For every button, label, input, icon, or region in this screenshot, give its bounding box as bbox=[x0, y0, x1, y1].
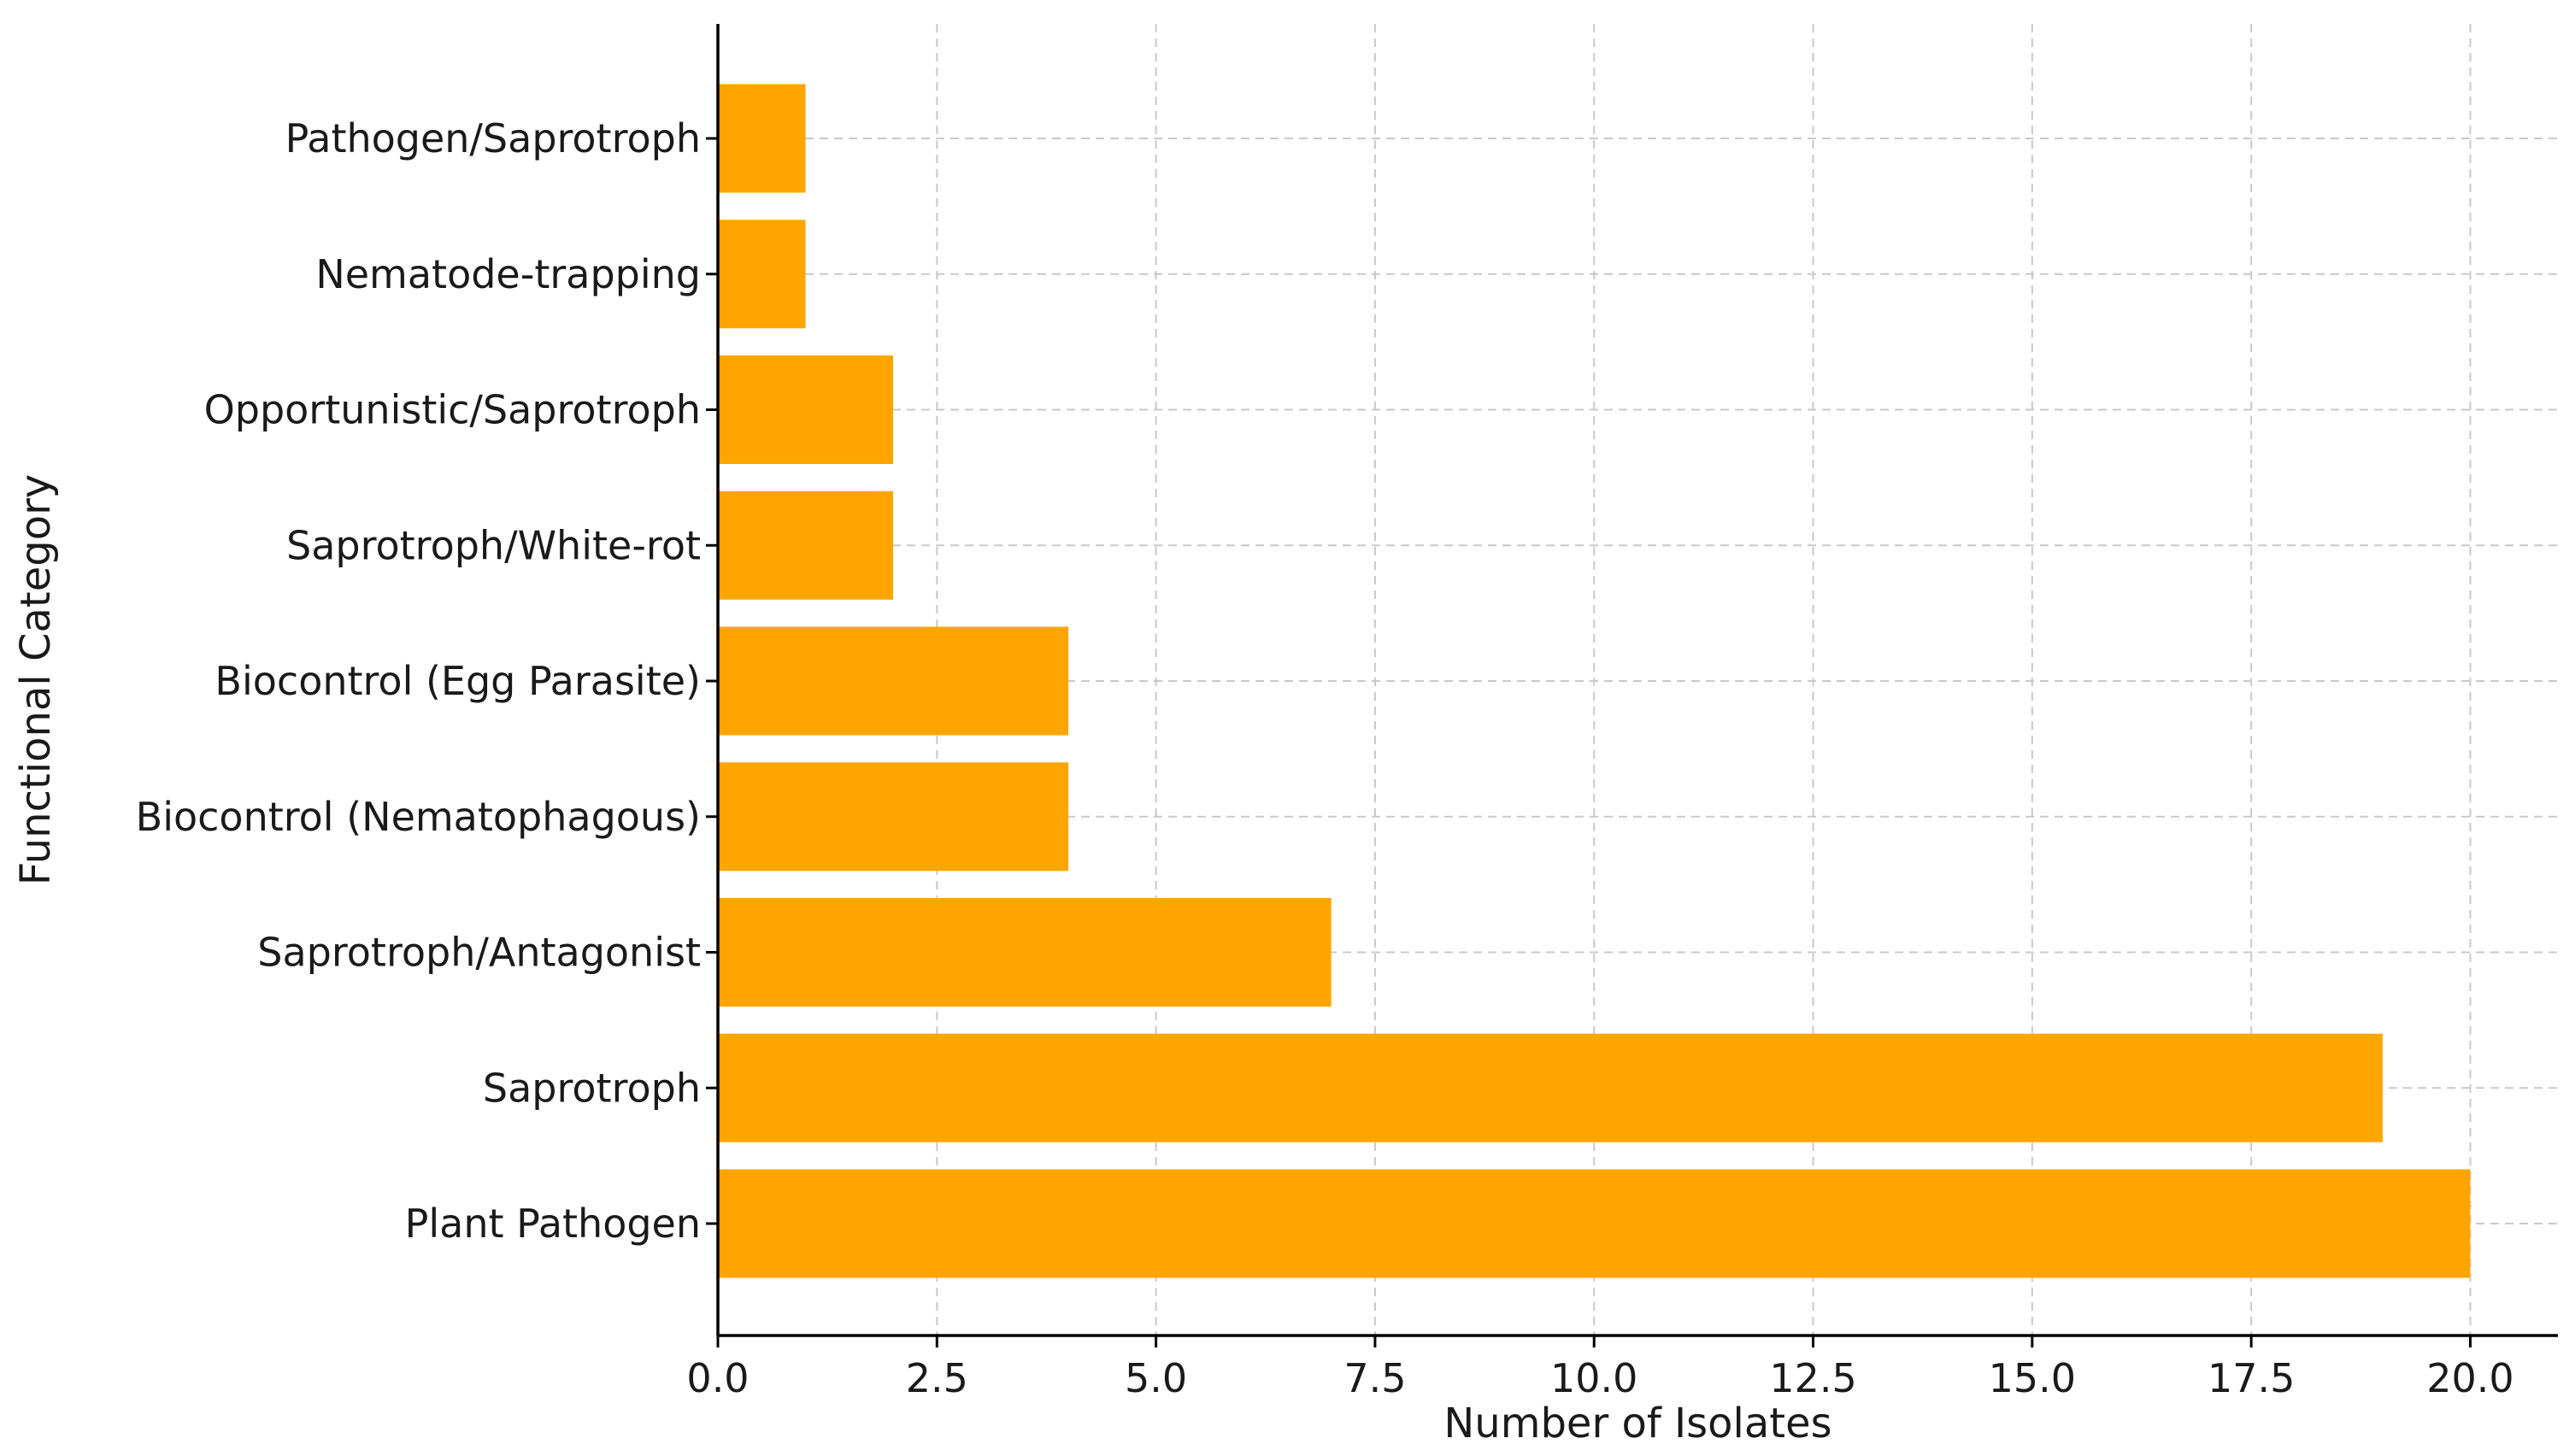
y-ticks: Plant Pathogen Saprotroph Saprotroph/Antag… bbox=[136, 115, 718, 1247]
x-tick-label: 17.5 bbox=[2208, 1355, 2295, 1401]
y-tick-label: Nematode-trapping bbox=[315, 251, 701, 297]
y-tick-label: Saprotroph/Antagonist bbox=[257, 930, 701, 976]
bar bbox=[718, 355, 894, 464]
x-gridlines bbox=[717, 24, 2472, 1336]
x-ticks: 0.0 2.5 5.0 7.5 10.0 12.5 15.0 17.5 20.0 bbox=[686, 1336, 2514, 1401]
y-tick-label: Opportunistic/Saprotroph bbox=[204, 387, 701, 433]
y-tick-label: Pathogen/Saprotroph bbox=[285, 115, 701, 161]
bar bbox=[718, 1169, 2471, 1278]
bar bbox=[718, 898, 1332, 1007]
y-axis-title: Functional Category bbox=[12, 474, 60, 885]
bars bbox=[718, 84, 2471, 1278]
x-tick-label: 10.0 bbox=[1550, 1355, 1637, 1401]
y-tick-label: Biocontrol (Nematophagous) bbox=[136, 794, 701, 840]
x-tick-label: 20.0 bbox=[2426, 1355, 2513, 1401]
x-tick-label: 0.0 bbox=[686, 1355, 749, 1401]
x-tick-label: 12.5 bbox=[1769, 1355, 1856, 1401]
bar bbox=[718, 220, 806, 329]
x-tick-label: 7.5 bbox=[1343, 1355, 1406, 1401]
y-tick-label: Saprotroph/White-rot bbox=[286, 522, 701, 568]
y-tick-label: Plant Pathogen bbox=[405, 1201, 701, 1247]
bar bbox=[718, 490, 894, 600]
x-axis-title: Number of Isolates bbox=[1443, 1400, 1831, 1447]
y-tick-label: Saprotroph bbox=[483, 1065, 701, 1111]
y-tick-label: Biocontrol (Egg Parasite) bbox=[215, 658, 701, 704]
bar bbox=[718, 626, 1069, 736]
bar bbox=[718, 84, 806, 193]
x-tick-label: 5.0 bbox=[1125, 1355, 1187, 1401]
bar bbox=[718, 762, 1069, 872]
x-tick-label: 2.5 bbox=[906, 1355, 968, 1401]
x-tick-label: 15.0 bbox=[1989, 1355, 2076, 1401]
bar bbox=[718, 1033, 2383, 1142]
